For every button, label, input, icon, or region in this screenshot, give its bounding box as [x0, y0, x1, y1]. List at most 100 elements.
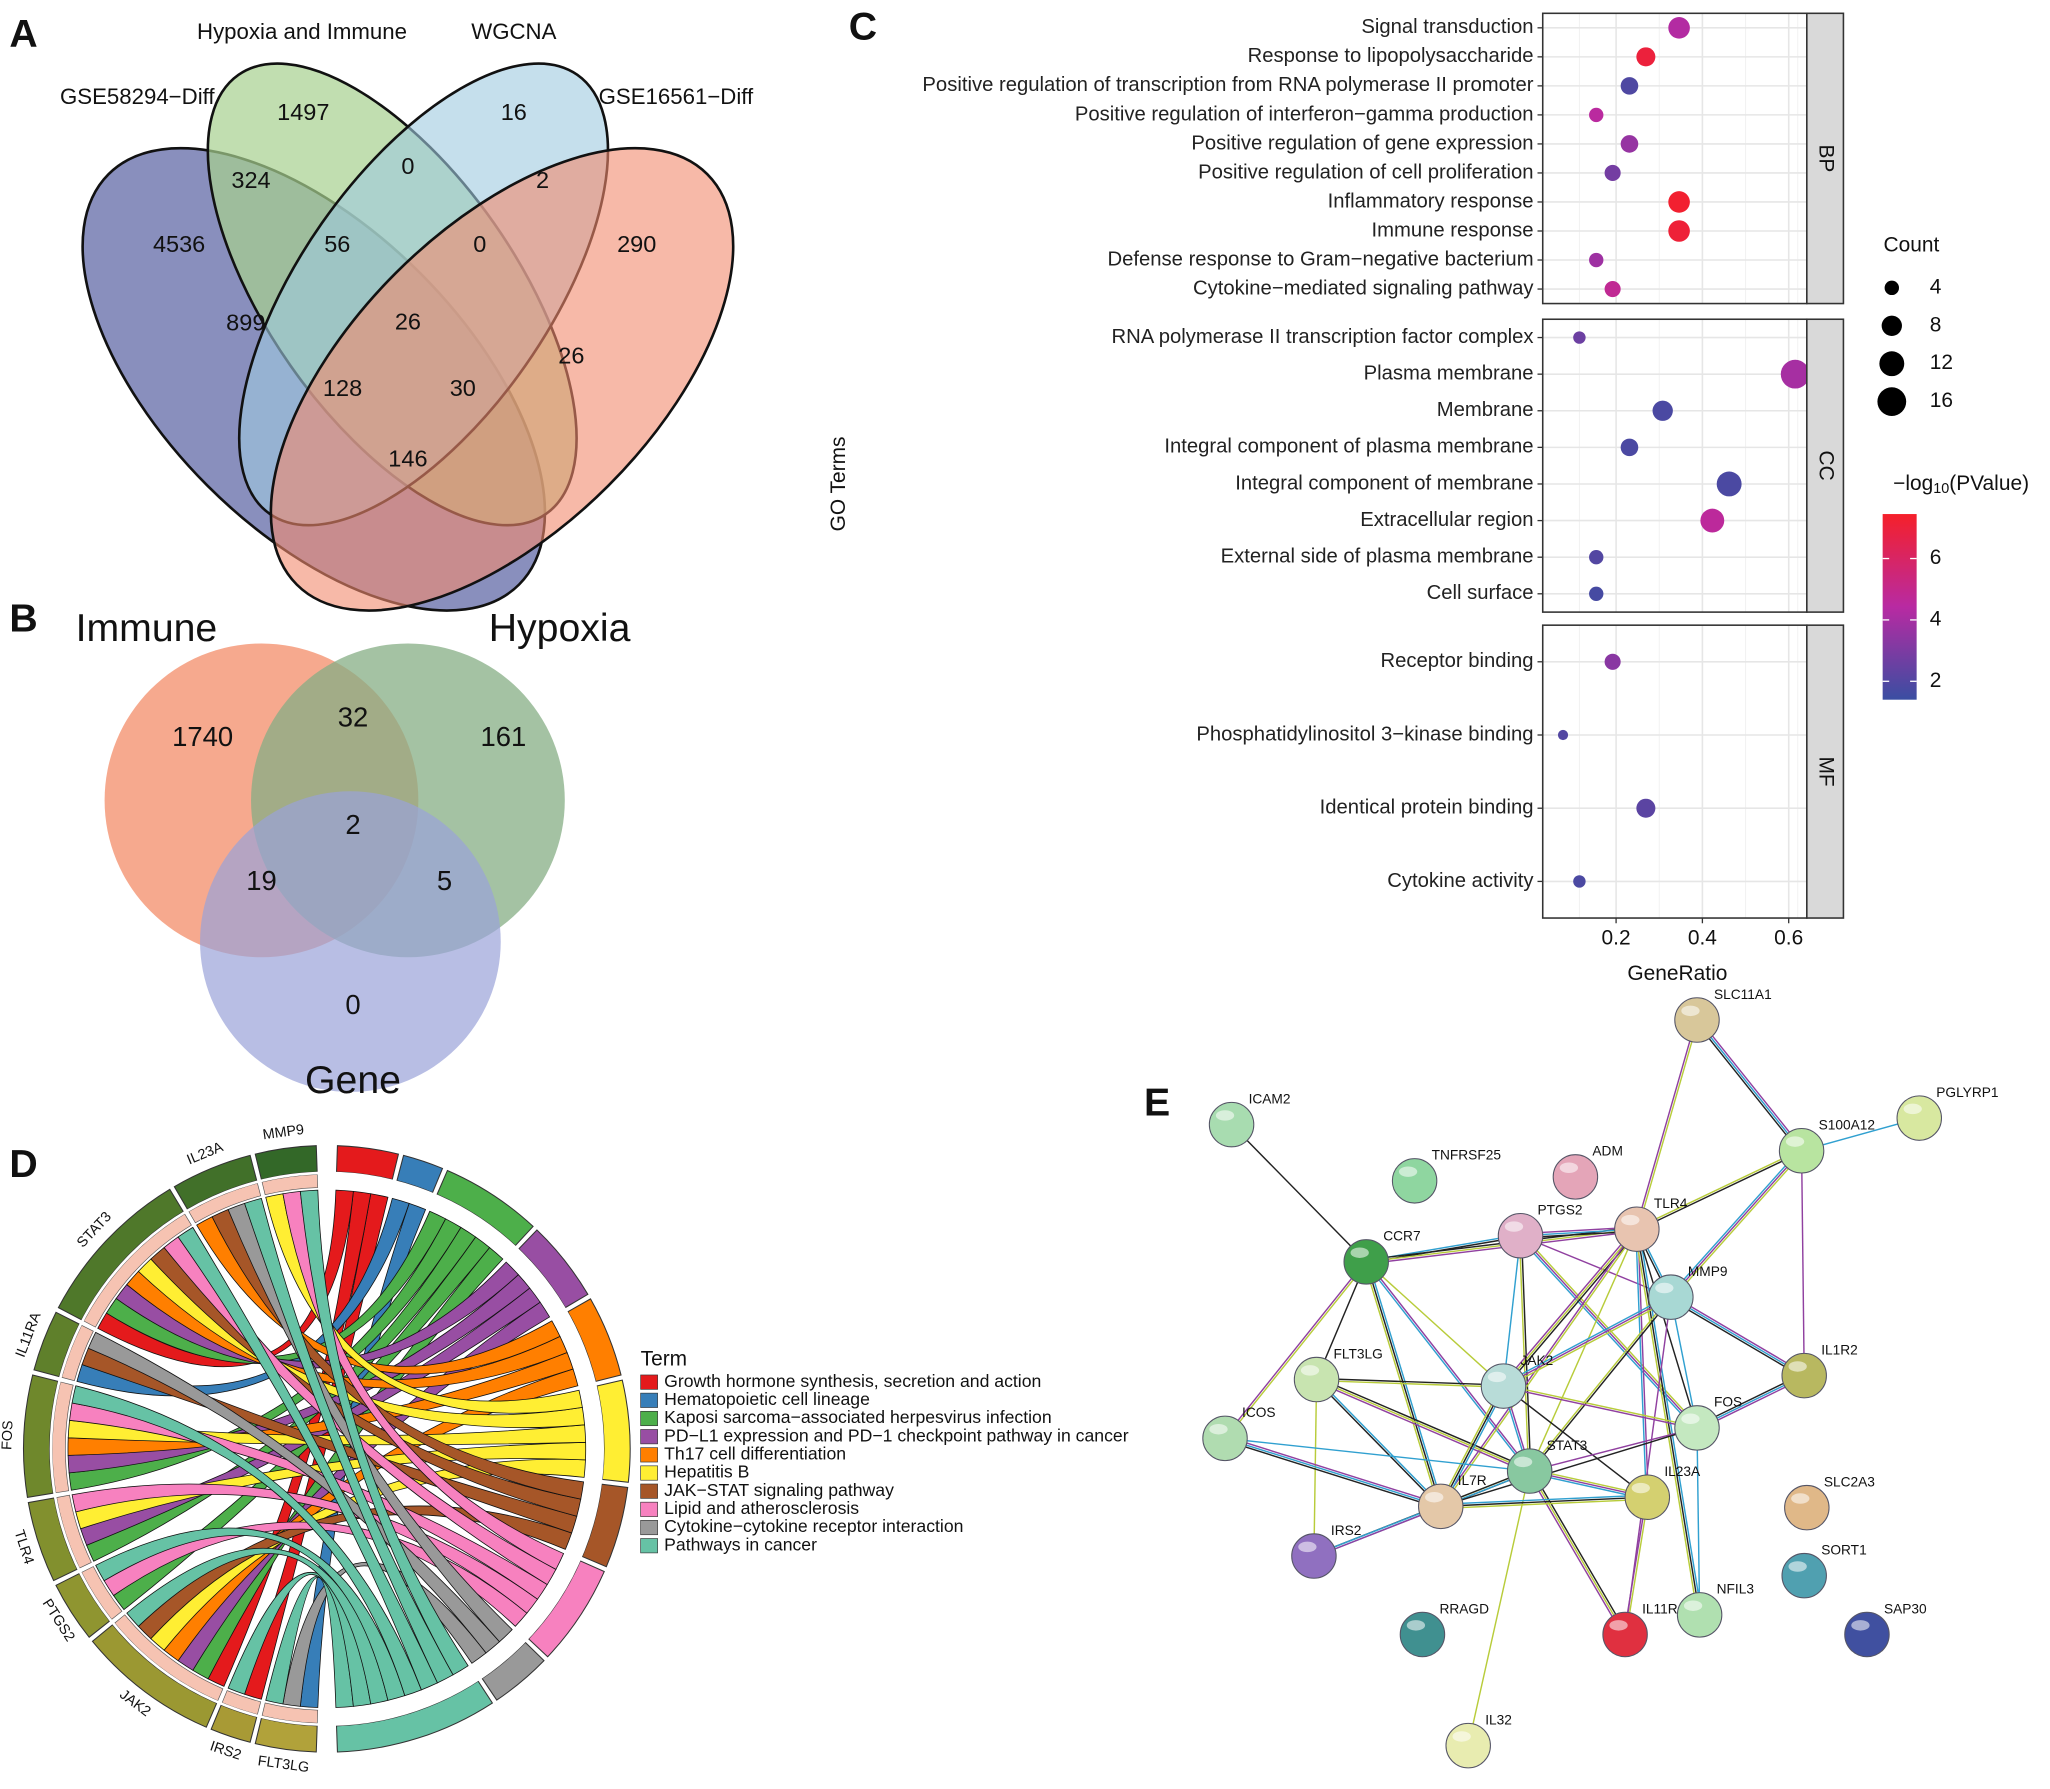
facet-label: CC: [1815, 451, 1838, 481]
node-label: SLC11A1: [1714, 987, 1772, 1002]
gene-inner-arc: [56, 1494, 92, 1569]
dot: [1589, 586, 1604, 601]
color-tick-label: 6: [1930, 546, 1942, 569]
edge: [1363, 1262, 1440, 1508]
title-part: −log: [1893, 472, 1933, 495]
set-label: Hypoxia: [489, 606, 631, 650]
region-count: 30: [450, 375, 476, 401]
network: SLC11A1 ICAM2 TNFRSF25 ADM PGLYRP1 S100A12 CCR…: [1202, 987, 1999, 1769]
edge: [1502, 1228, 1638, 1387]
node-highlight: [1209, 1423, 1228, 1435]
legend-label: Cytokine−cytokine receptor interaction: [664, 1516, 963, 1536]
legend-label: Hematopoietic cell lineage: [664, 1389, 870, 1409]
set-label: GSE58294−Diff: [60, 84, 215, 109]
legend-swatch: [640, 1410, 658, 1427]
node-highlight: [1609, 1620, 1628, 1631]
dot: [1589, 550, 1604, 565]
legend-swatch: [640, 1483, 658, 1499]
node: [1896, 1095, 1943, 1141]
edge: [1225, 1435, 1442, 1506]
node-label: SLC2A3: [1824, 1474, 1875, 1489]
set-label: GSE16561−Diff: [599, 84, 754, 109]
category-label: Cell surface: [1427, 582, 1534, 604]
node-label: IL23A: [1664, 1464, 1701, 1479]
node-highlight: [1791, 1493, 1810, 1504]
node-highlight: [1621, 1214, 1640, 1226]
category-label: Extracellular region: [1360, 509, 1533, 531]
edge: [1623, 1496, 1647, 1635]
size-key: [1884, 280, 1899, 296]
set-ellipse: [269, 146, 735, 612]
gene-label: IRS2: [208, 1738, 243, 1763]
edge: [1696, 1427, 1701, 1615]
edge: [1440, 1498, 1648, 1510]
edge: [1529, 1297, 1673, 1473]
category-label: Cytokine activity: [1387, 870, 1534, 892]
edge: [1529, 1427, 1698, 1472]
region-count: 128: [323, 375, 362, 401]
node-label: ICAM2: [1249, 1091, 1291, 1106]
legend-swatch: [640, 1392, 658, 1408]
edge: [1503, 1385, 1648, 1498]
panel-label: A: [9, 12, 37, 56]
panel-bg: [1542, 13, 1807, 304]
category-label: Signal transduction: [1361, 16, 1533, 38]
node: [1291, 1533, 1337, 1579]
region-count: 290: [617, 231, 656, 257]
legend-label: Pathways in cancer: [664, 1534, 817, 1554]
node-highlight: [1425, 1491, 1444, 1503]
dot: [1604, 164, 1621, 181]
legend-swatch: [640, 1465, 658, 1481]
gene-inner-arc: [261, 1174, 319, 1196]
edge: [1635, 1019, 1697, 1230]
dot: [1668, 191, 1690, 213]
term-arc: [581, 1483, 629, 1568]
panel-label: E: [1144, 1080, 1170, 1124]
edge: [1502, 1235, 1522, 1387]
category-label: Immune response: [1371, 219, 1533, 241]
legend-swatch: [640, 1501, 658, 1517]
edge: [1440, 1494, 1648, 1505]
region-count: 19: [246, 865, 277, 896]
edge: [1503, 1384, 1698, 1428]
node: [1497, 1212, 1544, 1259]
dot: [1589, 252, 1604, 268]
dot: [1620, 135, 1639, 153]
legend-title: Term: [641, 1347, 687, 1370]
gene-inner-arc: [83, 1213, 192, 1328]
color-tick-label: 4: [1930, 607, 1942, 630]
size-key-label: 16: [1930, 389, 1953, 412]
dot: [1573, 875, 1586, 888]
color-legend-title: −log10(PValue): [1893, 472, 2029, 497]
legend-swatch: [640, 1520, 658, 1536]
node-label: TLR4: [1654, 1196, 1688, 1211]
size-key-label: 12: [1930, 351, 1953, 374]
category-label: Positive regulation of cell proliferatio…: [1198, 161, 1533, 183]
legend-label: Lipid and atherosclerosis: [664, 1498, 859, 1518]
category-label: Defense response to Gram−negative bacter…: [1108, 248, 1534, 270]
legend-swatch: [640, 1447, 658, 1463]
gene-inner-arc: [188, 1182, 262, 1224]
node: [1614, 1206, 1660, 1252]
region-count: 56: [324, 231, 350, 257]
gene-arc: [173, 1154, 258, 1210]
gene-inner-arc: [114, 1614, 224, 1702]
region-count: 161: [480, 721, 526, 752]
venn-a: GSE58294−Diff Hypoxia and Immune WGCNA G…: [60, 19, 754, 612]
node: [1674, 997, 1720, 1043]
region-count: 26: [558, 342, 584, 368]
legend-swatch: [640, 1429, 658, 1445]
node-label: PTGS2: [1538, 1203, 1583, 1218]
edge: [1637, 1020, 1699, 1230]
node-label: SAP30: [1884, 1601, 1927, 1616]
edge: [1670, 1296, 1805, 1377]
edge: [1231, 1124, 1367, 1263]
node: [1624, 1474, 1671, 1520]
region-count: 0: [401, 153, 414, 179]
dot: [1636, 798, 1656, 818]
node-label: SORT1: [1821, 1542, 1867, 1557]
edge: [1637, 1151, 1803, 1231]
edge: [1521, 1233, 1700, 1427]
edge: [1317, 1376, 1531, 1470]
